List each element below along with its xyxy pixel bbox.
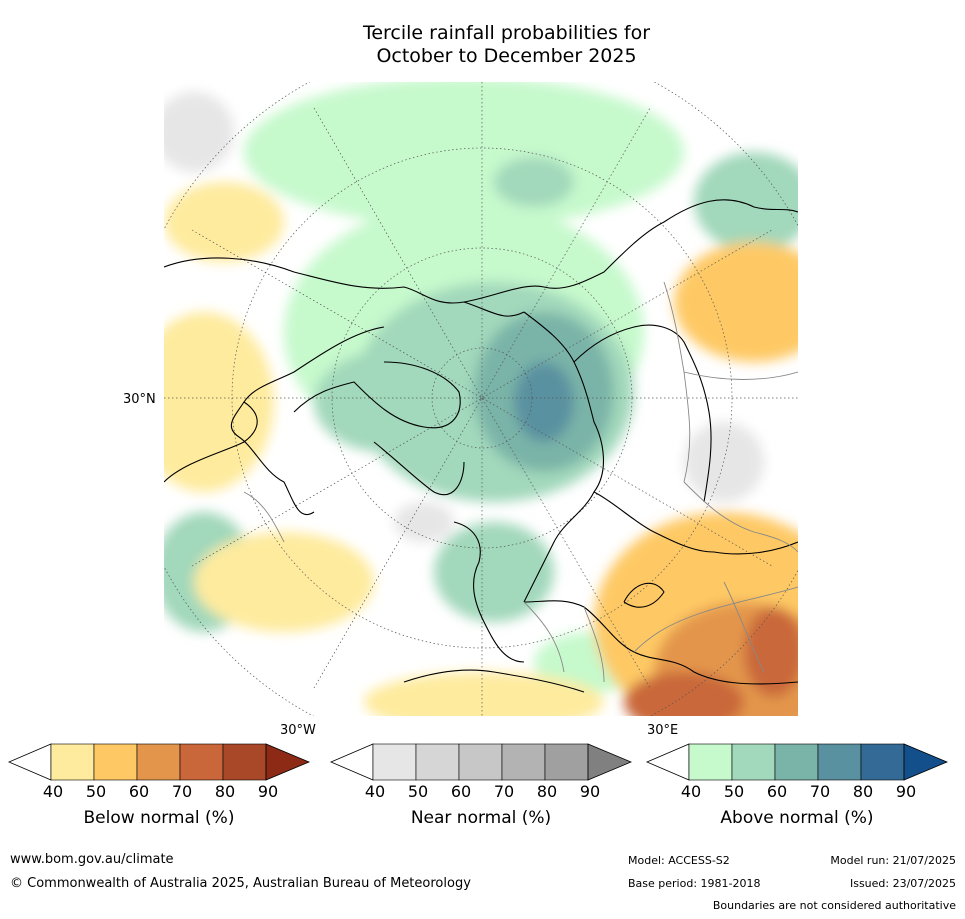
colorbar-swatch <box>415 743 460 781</box>
forecast-map <box>164 82 798 716</box>
chart-title: Tercile rainfall probabilities for Octob… <box>0 22 965 68</box>
colorbar-swatch <box>688 743 733 781</box>
colorbar-above-tick: 80 <box>852 782 874 801</box>
colorbar-extend-high <box>587 743 632 781</box>
colorbar-near-title: Near normal (%) <box>410 808 552 828</box>
colorbar-near-normal <box>330 743 632 781</box>
colorbar-below-tick: 80 <box>214 782 236 801</box>
colorbar-below-tick: 70 <box>171 782 193 801</box>
lon-label-30w: 30°W <box>280 723 316 738</box>
colorbar-above-tick: 40 <box>680 782 702 801</box>
boundaries-disclaimer: Boundaries are not considered authoritat… <box>712 899 956 912</box>
model-name: Model: ACCESS-S2 <box>628 854 730 867</box>
country-borders <box>243 281 798 683</box>
colorbar-below-tick: 90 <box>257 782 279 801</box>
colorbar-swatch <box>222 743 267 781</box>
colorbar-extend-low <box>646 743 690 781</box>
colorbar-below-normal <box>8 743 310 781</box>
colorbar-swatch <box>774 743 819 781</box>
polar-map-canvas <box>164 82 798 716</box>
colorbar-extend-high <box>903 743 948 781</box>
colorbar-swatch <box>860 743 905 781</box>
colorbar-below-normal-swatches <box>8 743 310 781</box>
base-period: Base period: 1981-2018 <box>628 877 761 890</box>
colorbar-swatch <box>136 743 181 781</box>
colorbar-swatch <box>458 743 503 781</box>
colorbar-above-title: Above normal (%) <box>720 808 874 828</box>
colorbar-below-tick: 50 <box>85 782 107 801</box>
colorbar-below-title: Below normal (%) <box>83 808 235 828</box>
colorbar-above-normal <box>646 743 948 781</box>
colorbar-near-tick: 70 <box>493 782 515 801</box>
colorbar-above-normal-swatches <box>646 743 948 781</box>
model-run-date: Model run: 21/07/2025 <box>830 854 956 867</box>
title-line-1: Tercile rainfall probabilities for <box>362 22 651 44</box>
colorbar-below-tick: 40 <box>42 782 64 801</box>
issued-date: Issued: 23/07/2025 <box>849 877 956 890</box>
colorbar-near-tick: 80 <box>536 782 558 801</box>
colorbar-swatch <box>93 743 138 781</box>
colorbar-swatch <box>817 743 862 781</box>
colorbar-swatch <box>731 743 776 781</box>
colorbar-near-tick: 50 <box>407 782 429 801</box>
lon-label-30e: 30°E <box>647 723 679 738</box>
colorbar-near-normal-swatches <box>330 743 632 781</box>
colorbar-swatch <box>501 743 546 781</box>
colorbar-above-tick: 60 <box>766 782 788 801</box>
colorbar-swatch <box>544 743 589 781</box>
colorbar-extend-low <box>330 743 374 781</box>
lat-label-30n: 30°N <box>123 392 156 407</box>
colorbar-above-tick: 90 <box>895 782 917 801</box>
colorbar-extend-high <box>265 743 310 781</box>
bom-website-link[interactable]: www.bom.gov.au/climate <box>10 852 174 867</box>
colorbar-near-tick: 60 <box>450 782 472 801</box>
colorbar-swatch <box>372 743 417 781</box>
colorbar-near-tick: 90 <box>579 782 601 801</box>
colorbar-above-tick: 50 <box>723 782 745 801</box>
title-line-2: October to December 2025 <box>376 45 637 67</box>
colorbar-extend-low <box>8 743 52 781</box>
colorbar-near-tick: 40 <box>364 782 386 801</box>
colorbar-below-tick: 60 <box>128 782 150 801</box>
coastlines <box>164 199 798 693</box>
colorbar-swatch <box>179 743 224 781</box>
copyright-text: © Commonwealth of Australia 2025, Austra… <box>10 876 471 891</box>
colorbar-swatch <box>50 743 95 781</box>
graticule <box>164 82 798 716</box>
colorbar-above-tick: 70 <box>809 782 831 801</box>
probability-field <box>164 82 798 716</box>
